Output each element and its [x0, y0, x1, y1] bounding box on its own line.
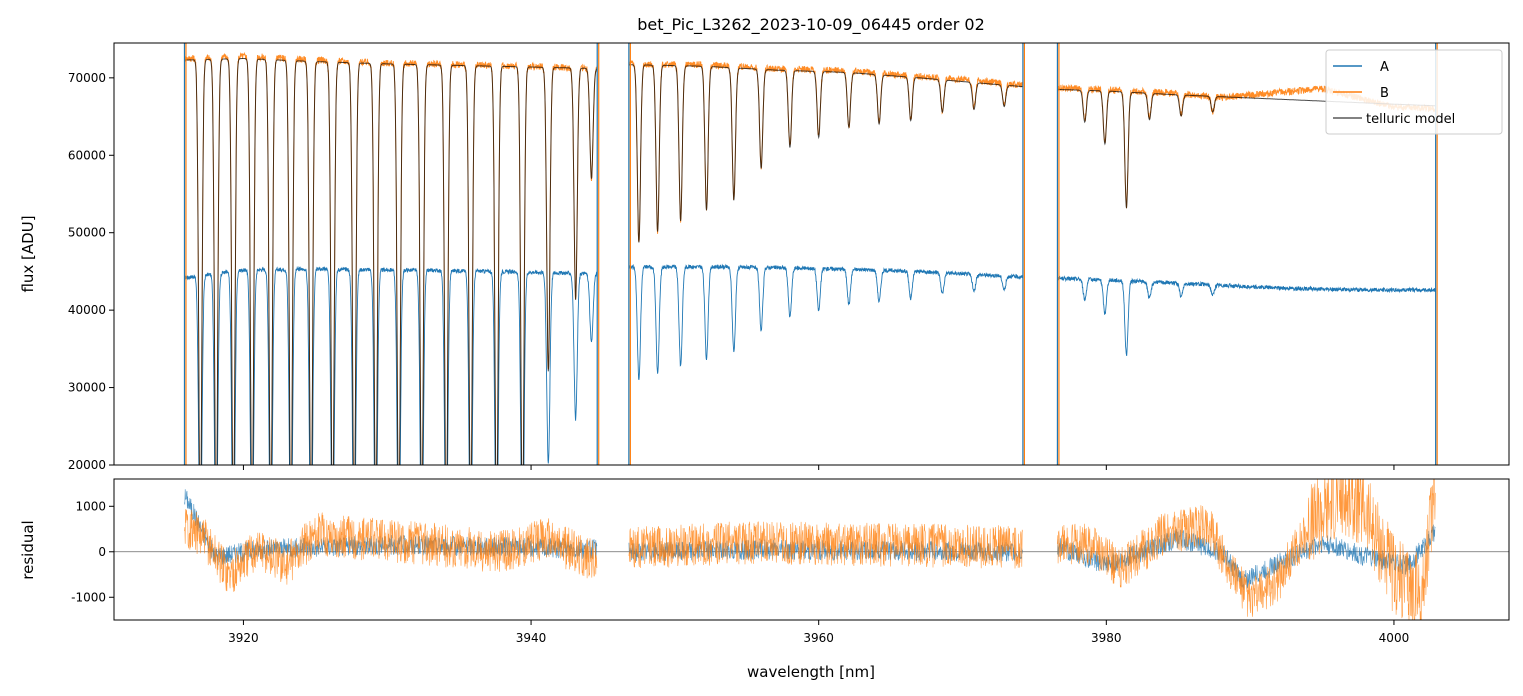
residual-a-line-segment [628, 539, 1023, 562]
residual-series-group [114, 479, 1509, 620]
telluric-model-line-segment [628, 64, 1023, 243]
legend-label-telluric: telluric model [1366, 112, 1455, 127]
flux-y-axis-label: flux [ADU] [19, 215, 37, 292]
residual-axes-frame [113, 478, 1510, 621]
residual-x-tick-label: 3920 [228, 631, 259, 645]
residual-y-ticks: -1000 0 1000 [71, 499, 114, 604]
residual-panel: -1000 0 1000 3920 3940 3960 3980 4000 residual… [19, 478, 1510, 681]
flux-y-tick-label: 50000 [68, 226, 106, 240]
legend-label-b: B [1380, 86, 1389, 101]
residual-b-line-segment [184, 509, 598, 592]
legend: A B telluric model [1325, 49, 1503, 135]
flux-y-tick-label: 70000 [68, 71, 106, 85]
residual-y-tick-label: 0 [98, 545, 106, 559]
flux-y-tick-label: 30000 [68, 381, 106, 395]
residual-x-tick-label: 3940 [516, 631, 547, 645]
residual-x-tick-label: 3960 [803, 631, 834, 645]
legend-label-a: A [1380, 60, 1389, 75]
residual-x-tick-label: 3980 [1091, 631, 1122, 645]
series-a-line-segment [628, 263, 1024, 381]
flux-series-group [183, 43, 1438, 465]
series-a-line-segment [1056, 275, 1437, 356]
residual-b-line-segment [628, 521, 1023, 569]
residual-y-tick-label: 1000 [75, 499, 106, 513]
flux-x-ticks [242, 465, 1395, 470]
flux-y-tick-label: 60000 [68, 148, 106, 162]
residual-b-line-segment [1057, 479, 1436, 620]
flux-y-ticks: 20000 30000 40000 50000 60000 70000 [68, 71, 114, 472]
flux-y-tick-label: 20000 [68, 458, 106, 472]
legend-box [1325, 49, 1503, 135]
residual-y-tick-label: -1000 [71, 590, 106, 604]
residual-y-axis-label: residual [19, 520, 37, 579]
telluric-model-line-segment [184, 58, 598, 465]
series-a-line-segment [184, 265, 598, 465]
flux-y-tick-label: 40000 [68, 303, 106, 317]
x-axis-label: wavelength [nm] [747, 663, 875, 681]
residual-x-ticks: 3920 3940 3960 3980 4000 [228, 620, 1409, 645]
residual-x-tick-label: 4000 [1379, 631, 1410, 645]
flux-panel: 20000 30000 40000 50000 60000 70000 flux [ADU… [19, 42, 1510, 472]
flux-axes-frame [113, 42, 1510, 466]
chart-title: bet_Pic_L3262_2023-10-09_06445 order 02 [637, 15, 985, 35]
